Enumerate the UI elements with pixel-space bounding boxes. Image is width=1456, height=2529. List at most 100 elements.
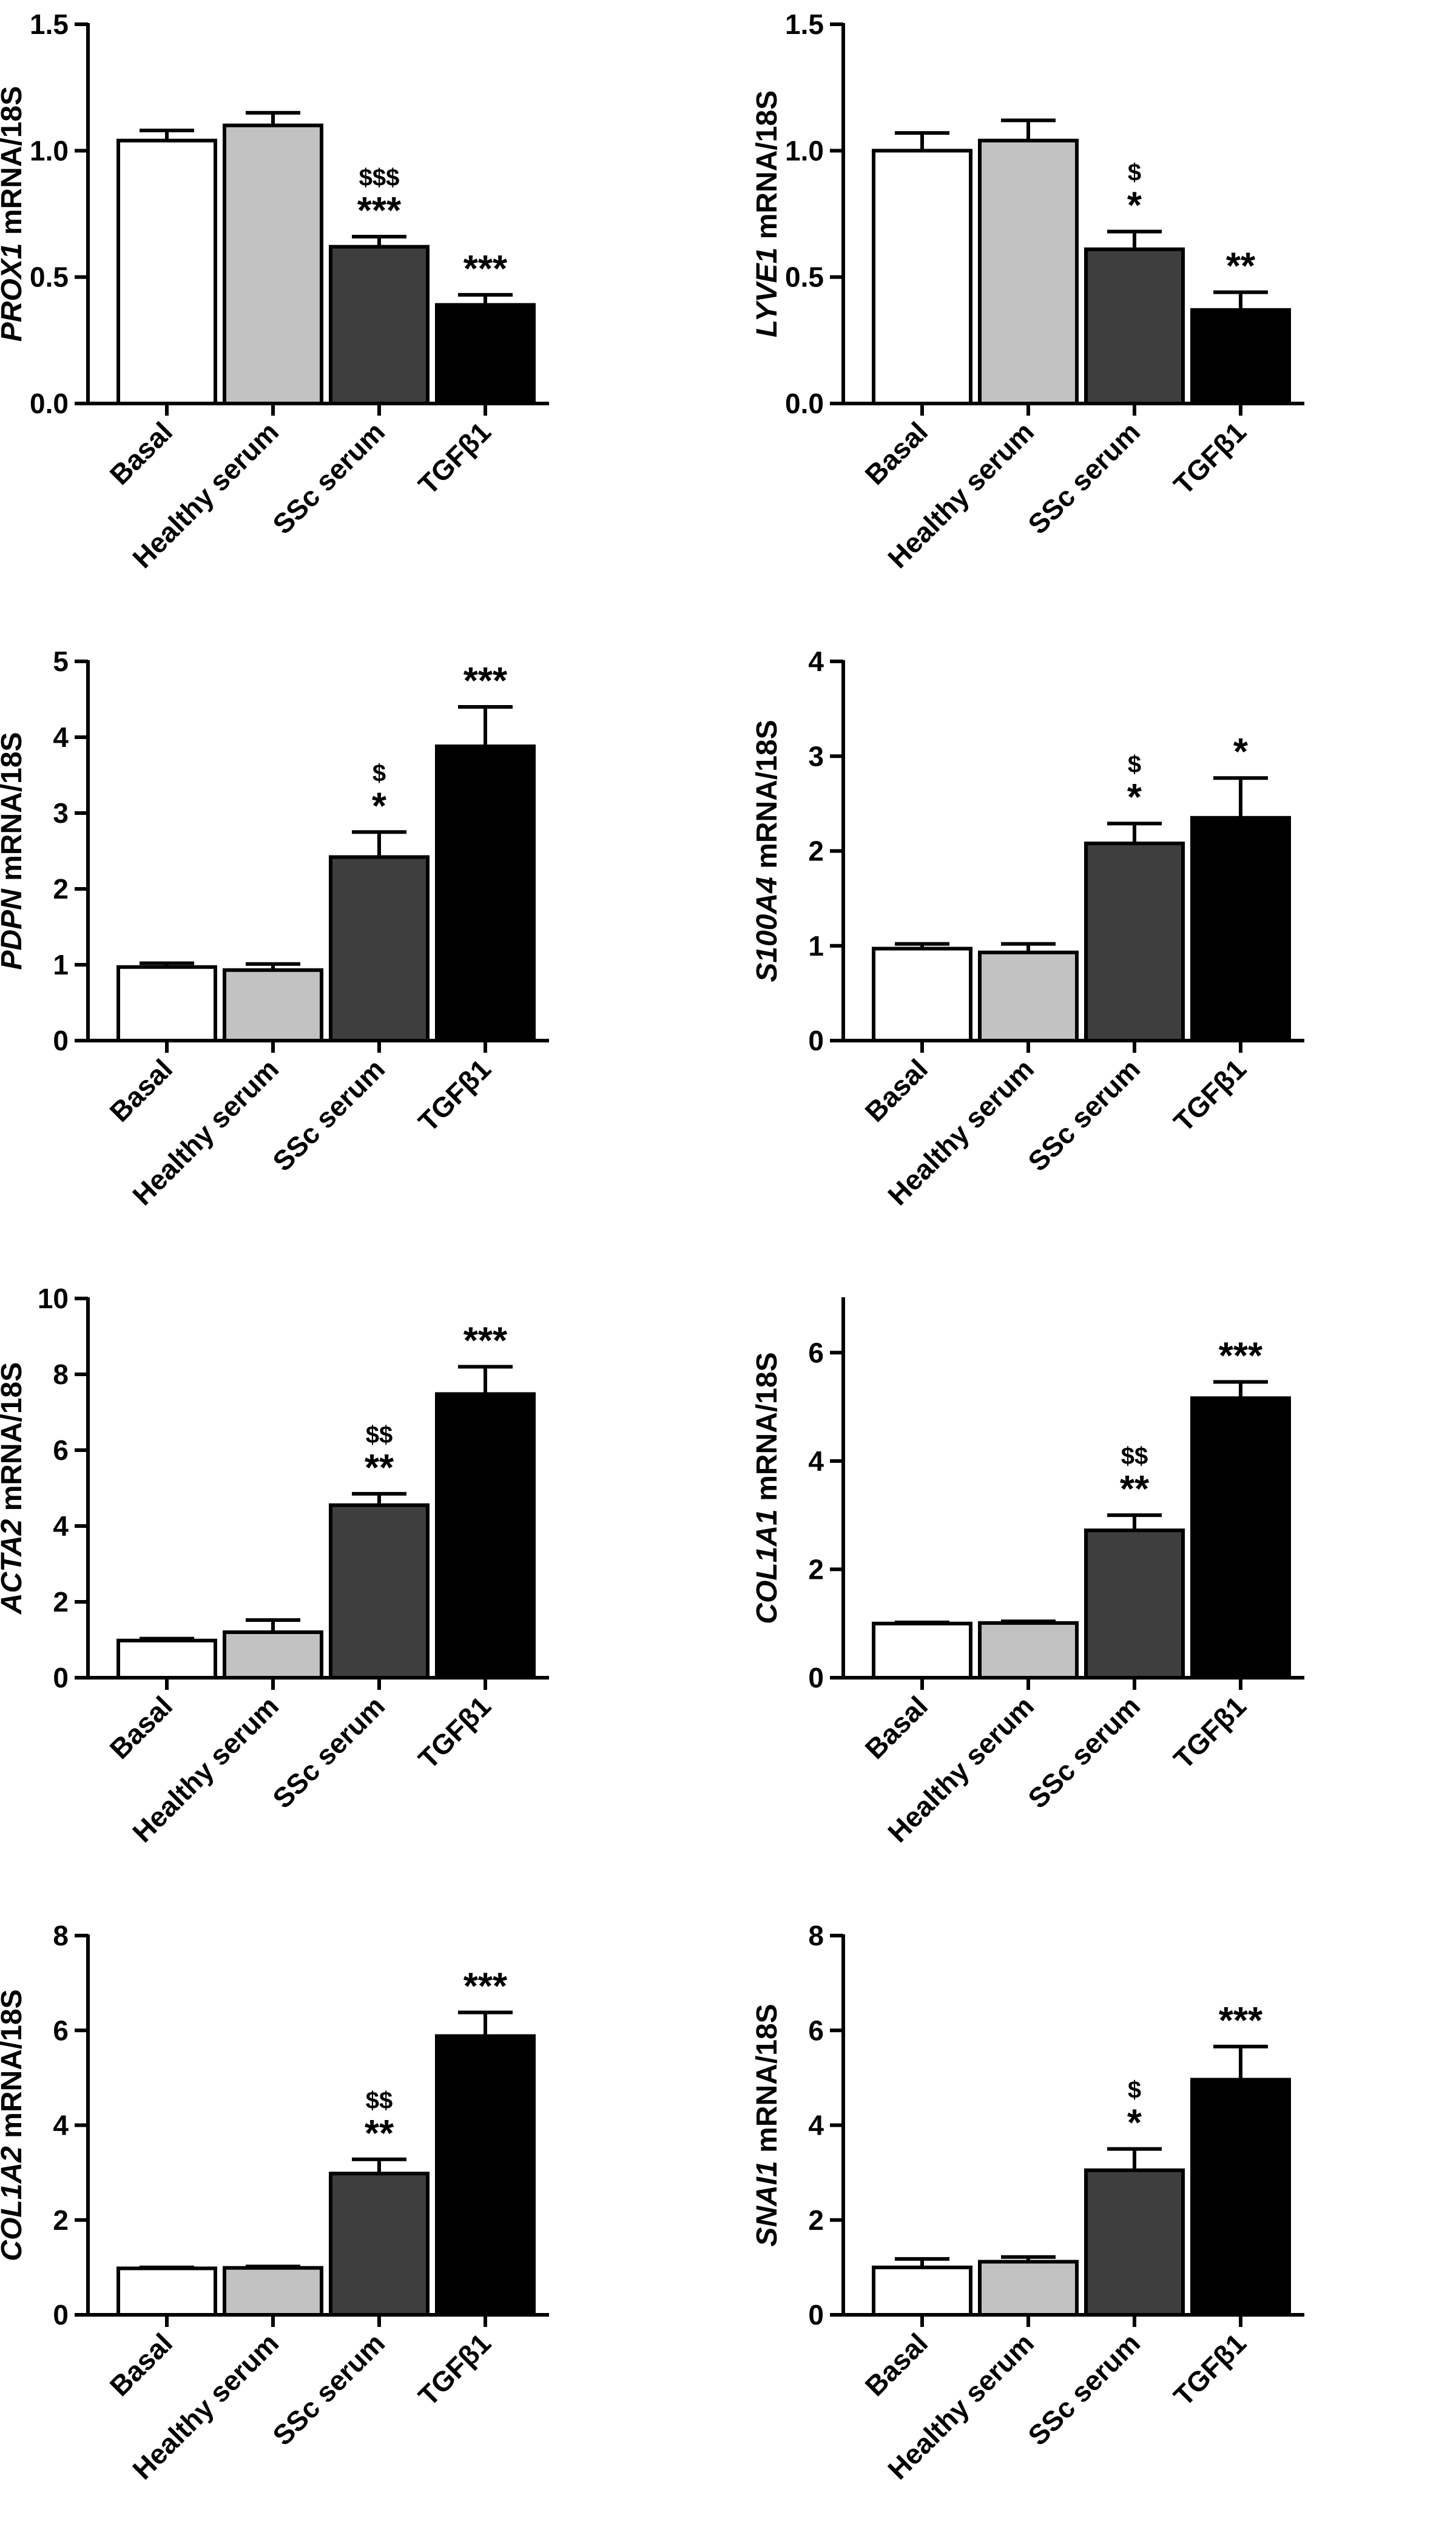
y-tick-label: 6 [808,2014,824,2046]
bar-tgf-1 [435,745,536,1042]
bar-basal [872,149,972,405]
y-axis-label-gene: S100A4 [751,877,783,982]
x-tick-label: TGFβ1 [412,1053,497,1138]
x-tick-label: SSc serum [266,1053,391,1177]
significance-stars: * [1233,731,1249,773]
y-tick-label: 2 [53,1586,69,1618]
y-tick-label: 2 [808,1553,824,1585]
significance-stars: *** [1219,1335,1263,1377]
bar-tgf-1 [1190,815,1291,1042]
significance-dollars: $ [1128,751,1141,778]
y-tick-label: 0.5 [30,262,69,293]
y-tick-label: 2 [808,836,824,867]
bar-healthy-serum [978,138,1079,406]
bar-tgf-1 [1190,2078,1291,2317]
y-axis-label-unit: mRNA/18S [0,732,28,889]
x-tick-label: SSc serum [1022,1053,1146,1177]
y-axis-label: PDPN mRNA/18S [0,732,28,970]
bar-tgf-1 [1190,1396,1291,1680]
significance-stars: ** [1120,1468,1150,1510]
y-axis-label: LYVE1 mRNA/18S [751,90,783,337]
y-tick-label: 4 [808,2110,824,2141]
x-tick-label: Basal [859,1053,934,1128]
y-tick-label: 4 [53,2110,69,2141]
bar-basal [872,947,972,1042]
bar-basal [872,1621,972,1680]
y-axis-label: COL1A2 mRNA/18S [0,1989,28,2261]
x-tick-label: Basal [104,416,179,491]
y-axis-label: ACTA2 mRNA/18S [0,1362,28,1615]
significance-stars: * [1127,777,1142,819]
significance-stars: ** [365,2113,394,2155]
y-axis-label: S100A4 mRNA/18S [751,720,783,982]
y-tick-label: 2 [53,2204,69,2236]
significance-stars: * [1127,185,1142,227]
bar-tgf-1 [435,303,536,405]
significance-dollars: $$$ [359,164,400,191]
y-axis-label-unit: mRNA/18S [751,720,783,877]
bar-basal [116,2266,217,2317]
bar-healthy-serum [223,968,323,1042]
y-tick-label: 8 [53,1920,69,1951]
y-tick-label: 1 [53,949,69,981]
significance-dollars: $$ [366,1422,393,1448]
x-tick-label: TGFβ1 [1167,1690,1252,1775]
y-tick-label: 8 [53,1359,69,1390]
y-tick-label: 0 [53,1662,69,1693]
y-tick-label: 4 [53,1510,69,1542]
bar-ssc-serum [329,245,430,405]
significance-dollars: $ [1128,160,1141,186]
bar-ssc-serum [1084,2168,1185,2317]
x-tick-label: SSc serum [266,416,391,540]
y-tick-label: 5 [53,646,69,677]
y-tick-label: 0 [53,1025,69,1056]
x-tick-label: TGFβ1 [1167,1053,1252,1138]
y-axis-label-unit: mRNA/18S [751,2004,783,2161]
bar-tgf-1 [435,2034,536,2317]
bar-basal [116,1638,217,1680]
significance-stars: ** [365,1447,394,1489]
bar-healthy-serum [223,2266,323,2317]
bar-ssc-serum [1084,842,1185,1042]
significance-dollars: $ [372,760,386,786]
y-axis-label-unit: mRNA/18S [751,1352,783,1509]
y-axis-label: COL1A1 mRNA/18S [751,1352,783,1624]
y-axis-label-gene: LYVE1 [751,248,783,338]
y-tick-label: 8 [808,1920,824,1951]
y-tick-label: 1 [808,930,824,962]
y-tick-label: 10 [38,1283,69,1314]
bar-basal [116,965,217,1042]
x-tick-label: SSc serum [1022,416,1146,540]
significance-dollars: $$ [1121,1443,1148,1470]
y-axis-label-gene: COL1A1 [751,1509,783,1624]
y-tick-label: 6 [53,2014,69,2046]
bar-tgf-1 [435,1392,536,1680]
y-tick-label: 0.0 [30,388,69,419]
y-tick-label: 1.5 [30,8,69,40]
x-tick-label: Basal [859,416,934,491]
y-tick-label: 6 [808,1337,824,1368]
significance-stars: *** [357,190,402,232]
y-axis-label: SNAI1 mRNA/18S [751,2004,783,2246]
x-tick-label: TGFβ1 [412,1690,497,1775]
y-axis-label-unit: mRNA/18S [0,1362,28,1519]
y-axis-label-gene: ACTA2 [0,1519,28,1615]
significance-stars: *** [463,1966,508,2008]
x-tick-label: Basal [104,2327,179,2402]
y-axis-label-gene: SNAI1 [751,2161,783,2246]
y-tick-label: 0.5 [785,262,824,293]
x-tick-label: SSc serum [1022,2327,1146,2451]
y-tick-label: 3 [53,797,69,829]
significance-stars: *** [463,1320,508,1362]
bar-ssc-serum [329,855,430,1042]
significance-stars: * [372,785,387,827]
y-axis-label-unit: mRNA/18S [751,90,783,248]
y-tick-label: 4 [53,721,69,753]
